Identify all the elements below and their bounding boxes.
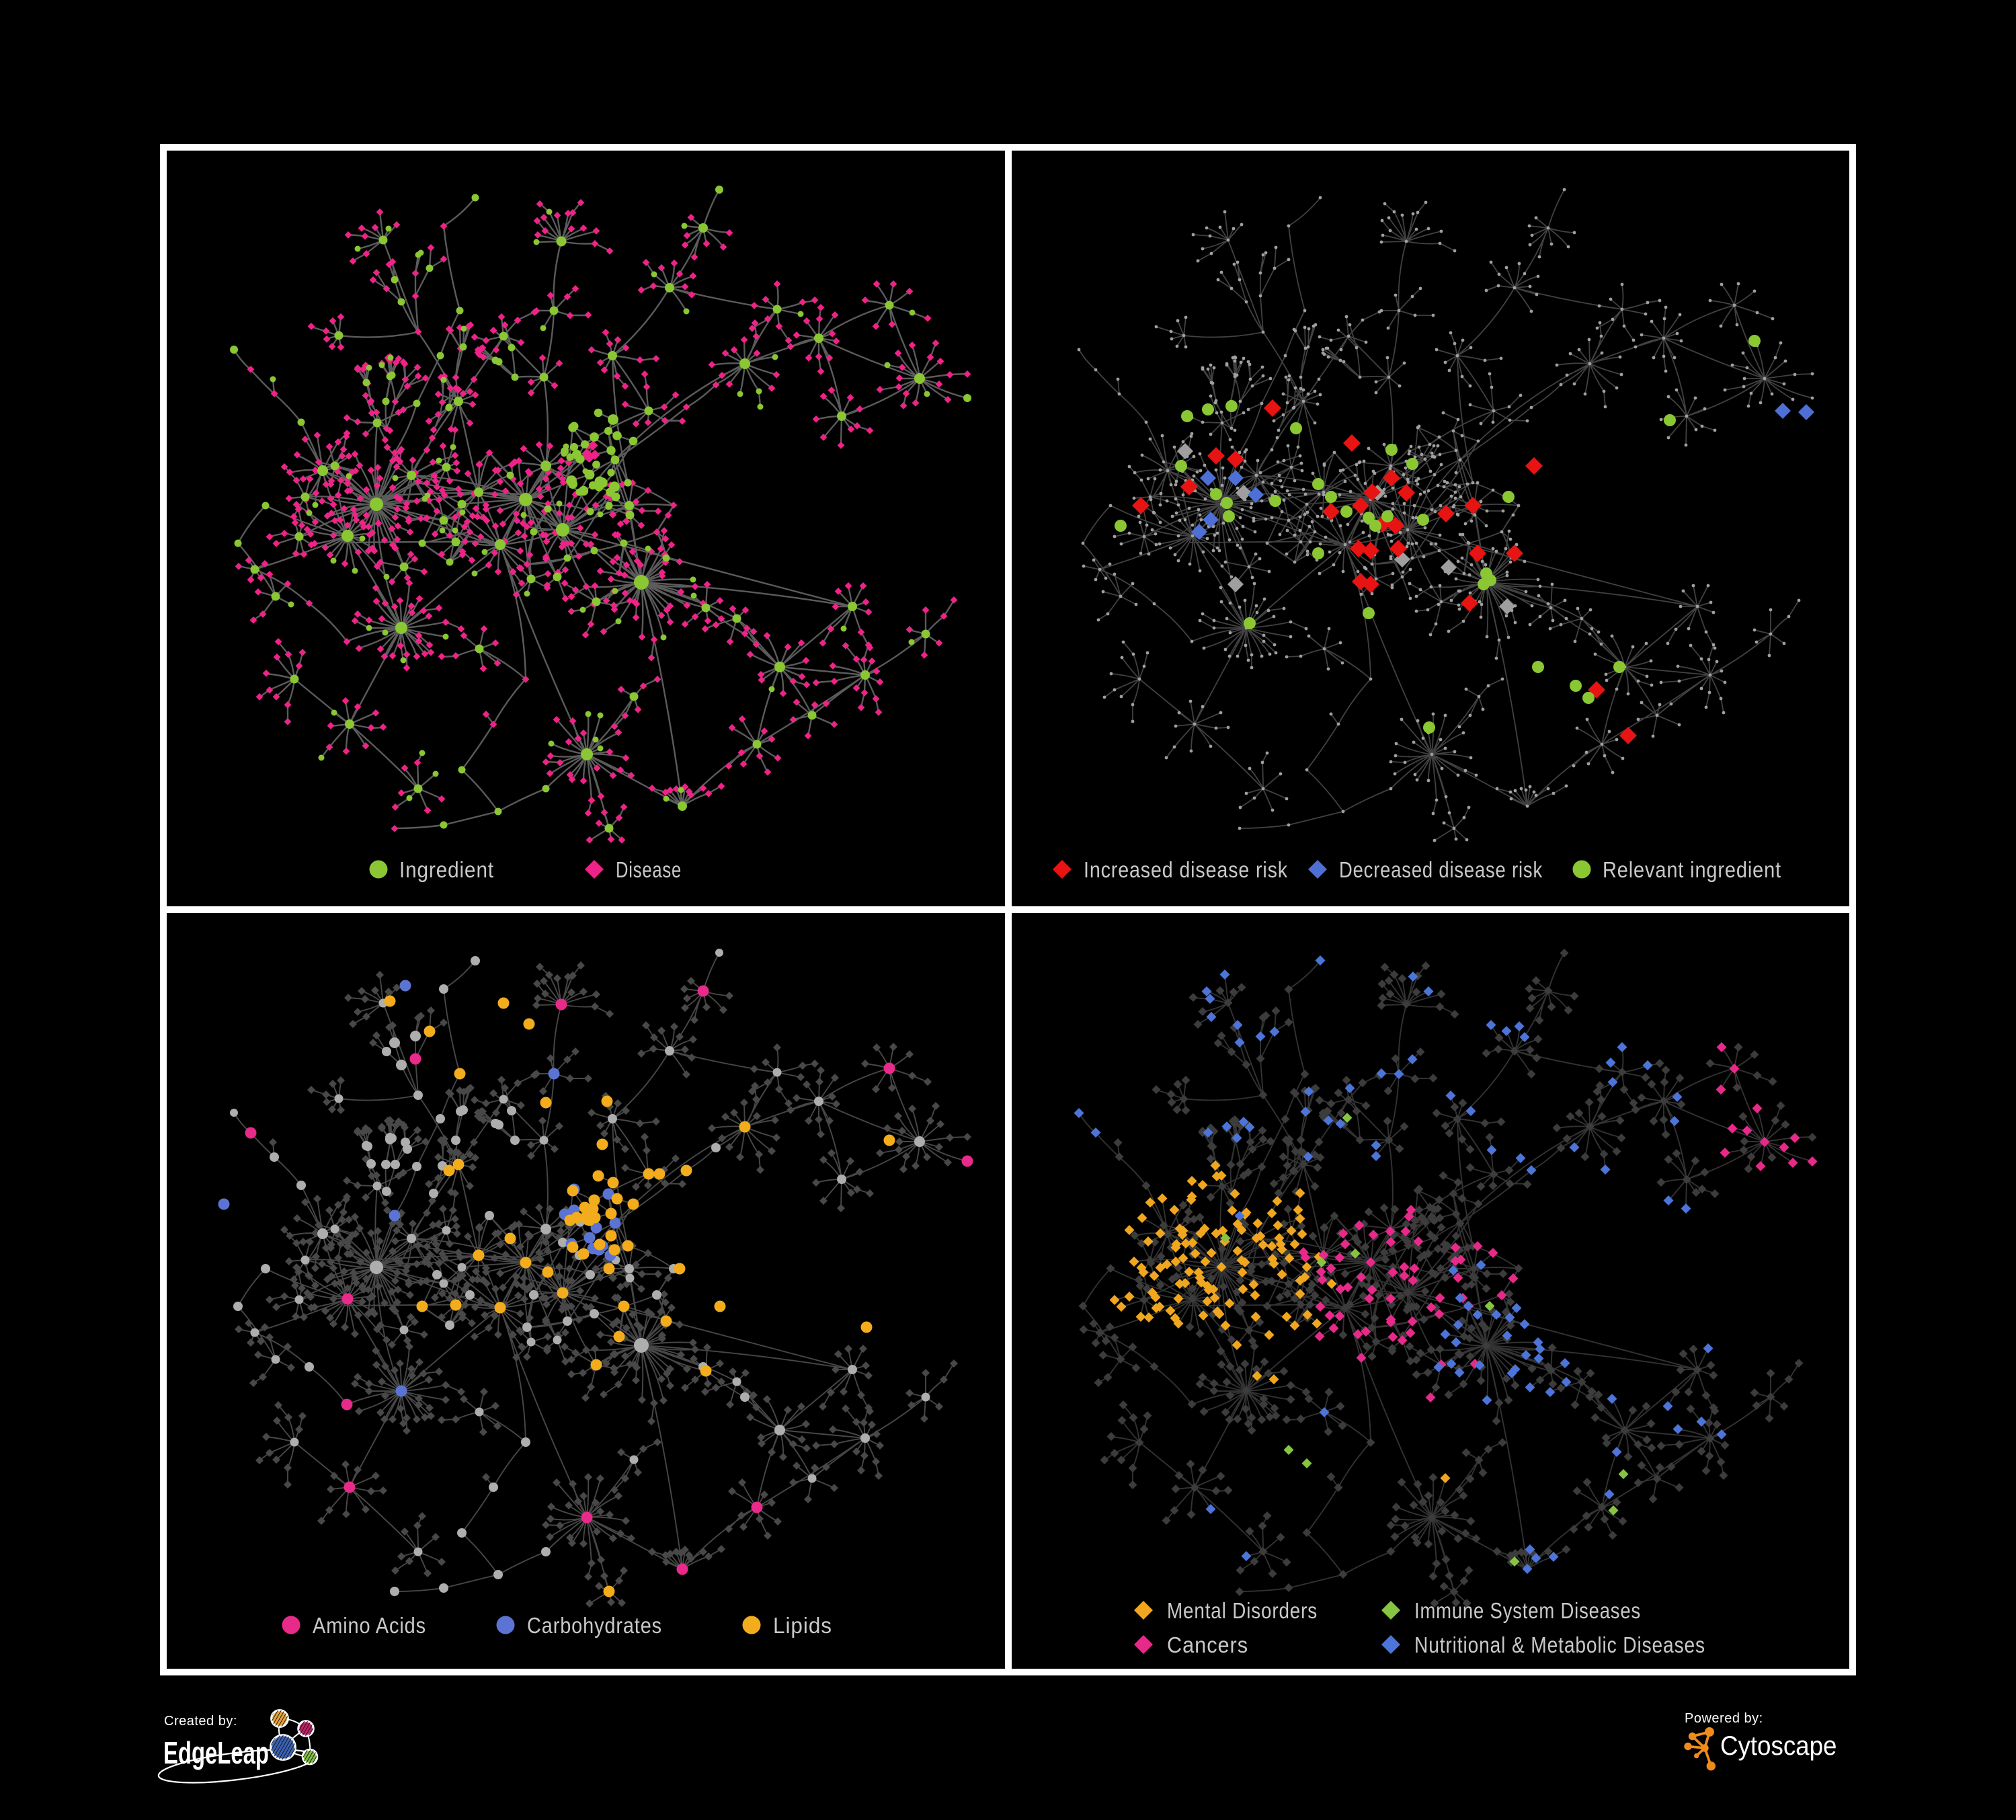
svg-text:Cytoscape: Cytoscape (1720, 1731, 1837, 1762)
svg-text:Lipids: Lipids (773, 1613, 832, 1638)
svg-text:Cancers: Cancers (1167, 1632, 1248, 1657)
svg-text:Ingredient: Ingredient (399, 857, 494, 882)
svg-text:Decreased disease risk: Decreased disease risk (1339, 857, 1543, 882)
svg-text:Increased disease risk: Increased disease risk (1084, 857, 1288, 882)
svg-text:Immune System Diseases: Immune System Diseases (1414, 1598, 1641, 1623)
svg-text:Nutritional & Metabolic Diseas: Nutritional & Metabolic Diseases (1414, 1632, 1705, 1657)
svg-text:Disease: Disease (616, 857, 682, 882)
svg-text:Mental Disorders: Mental Disorders (1167, 1598, 1318, 1623)
svg-text:EdgeLeap: EdgeLeap (163, 1737, 269, 1771)
svg-text:Relevant ingredient: Relevant ingredient (1603, 857, 1781, 882)
svg-text:Created by:: Created by: (164, 1714, 237, 1729)
svg-text:Powered by:: Powered by: (1685, 1711, 1763, 1726)
svg-text:Amino Acids: Amino Acids (313, 1613, 426, 1638)
svg-text:Carbohydrates: Carbohydrates (527, 1613, 662, 1638)
